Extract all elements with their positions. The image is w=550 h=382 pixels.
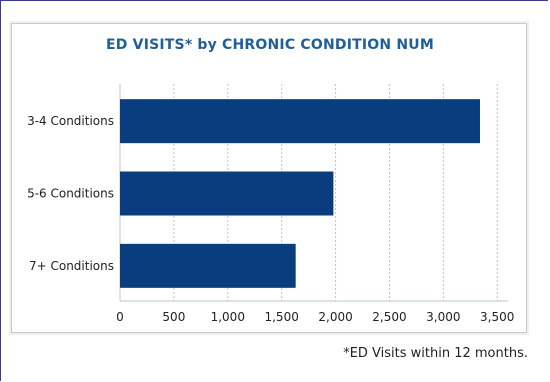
footnote: *ED Visits within 12 months. (343, 346, 528, 361)
bar (120, 171, 334, 216)
x-tick-label: 2,000 (318, 310, 352, 324)
x-tick-label: 500 (162, 310, 185, 324)
bar (120, 99, 480, 144)
chart-title: ED VISITS* by CHRONIC CONDITION NUM (106, 37, 434, 53)
bar (120, 243, 296, 288)
x-tick-label: 1,000 (211, 310, 245, 324)
x-tick-label: 1,500 (264, 310, 298, 324)
y-tick-label: 5-6 Conditions (27, 187, 114, 201)
y-tick-label: 7+ Conditions (29, 259, 114, 273)
x-tick-label: 0 (116, 310, 124, 324)
y-tick-label: 3-4 Conditions (27, 114, 114, 128)
x-tick-label: 3,000 (426, 310, 460, 324)
chart-panel: ED VISITS* by CHRONIC CONDITION NUM 3-4 … (11, 23, 527, 333)
bar-chart: 3-4 Conditions 5-6 Conditions 7+ Condition… (27, 84, 514, 324)
x-tick-label: 2,500 (372, 310, 406, 324)
x-tick-label: 3,500 (480, 310, 514, 324)
